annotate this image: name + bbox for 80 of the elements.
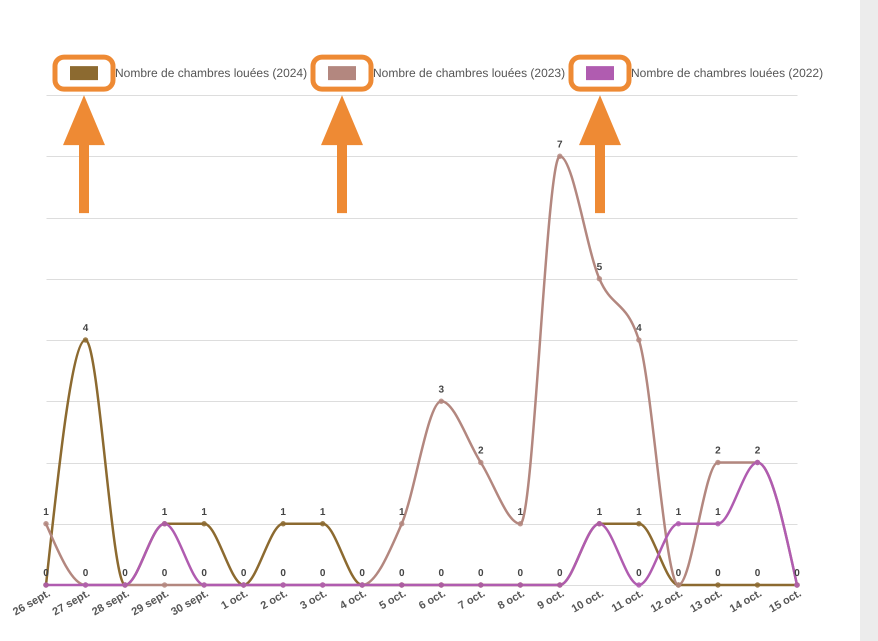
point <box>596 276 602 282</box>
data-label: 0 <box>320 568 326 579</box>
data-label: 1 <box>320 506 326 518</box>
x-tick-label: 4 oct. <box>338 588 369 612</box>
data-label: 0 <box>359 568 366 579</box>
point <box>636 337 642 343</box>
data-label: 0 <box>240 568 247 579</box>
x-tick-label: 7 oct. <box>456 588 488 612</box>
data-label: 0 <box>43 568 50 579</box>
data-label: 0 <box>82 568 89 579</box>
data-label: 2 <box>715 446 722 456</box>
legend-label: Nombre de chambres louées (2024) <box>115 66 308 80</box>
point <box>280 521 286 526</box>
legend-label: Nombre de chambres louées (2022) <box>631 66 824 80</box>
data-label: 7 <box>557 139 564 150</box>
x-tick-label: 27 sept. <box>50 588 92 618</box>
point <box>478 460 484 466</box>
data-label: 1 <box>636 506 642 518</box>
x-tick-label: 15 oct. <box>767 588 804 616</box>
x-tick-label: 2 oct. <box>258 588 290 612</box>
data-label: 4 <box>636 323 642 334</box>
point <box>754 582 760 588</box>
data-label: 1 <box>715 506 722 518</box>
x-tick-label: 1 oct. <box>219 588 250 612</box>
x-tick-label: 26 sept. <box>11 588 52 618</box>
data-label: 0 <box>754 568 761 579</box>
data-label: 2 <box>478 446 484 456</box>
data-label: 0 <box>676 568 682 579</box>
data-label: 1 <box>676 506 682 518</box>
x-tick-label: 12 oct. <box>648 588 685 616</box>
x-tick-label: 11 oct. <box>610 588 646 616</box>
data-label: 0 <box>636 568 642 579</box>
data-label: 1 <box>518 506 524 518</box>
legend-label: Nombre de chambres louées (2023) <box>373 66 566 80</box>
point <box>676 521 682 526</box>
data-label: 3 <box>438 384 444 396</box>
data-label: 1 <box>280 506 286 518</box>
data-label: 1 <box>201 506 208 518</box>
data-label: 0 <box>715 568 722 579</box>
data-label: 0 <box>438 568 444 579</box>
data-label: 0 <box>478 568 484 579</box>
x-tick-label: 14 oct. <box>728 588 764 616</box>
point <box>715 582 721 588</box>
x-tick-label: 13 oct. <box>688 588 724 616</box>
point <box>399 521 404 526</box>
point <box>518 521 524 526</box>
point <box>43 521 49 526</box>
point <box>636 521 642 526</box>
x-tick-label: 28 sept. <box>90 588 132 618</box>
data-label: 1 <box>43 506 50 518</box>
data-label: 1 <box>398 506 405 518</box>
data-label: 5 <box>596 262 603 273</box>
point <box>320 521 326 526</box>
data-label: 0 <box>122 568 128 579</box>
x-tick-label: 3 oct. <box>298 588 330 612</box>
point <box>201 521 207 526</box>
data-label: 0 <box>557 568 564 579</box>
x-tick-label: 30 sept. <box>169 588 211 618</box>
data-label: 1 <box>596 506 603 518</box>
point <box>715 460 721 466</box>
point <box>82 337 88 343</box>
data-label: 4 <box>82 323 89 334</box>
x-tick-label: 10 oct. <box>570 588 606 616</box>
data-label: 0 <box>398 568 405 579</box>
x-tick-label: 9 oct. <box>535 588 566 612</box>
data-label: 2 <box>754 446 761 456</box>
data-label: 1 <box>162 506 168 518</box>
point <box>636 582 642 588</box>
point <box>557 154 563 159</box>
data-label: 0 <box>280 568 286 579</box>
x-tick-label: 5 oct. <box>377 588 408 612</box>
point <box>162 582 168 588</box>
point <box>438 398 444 404</box>
x-tick-label: 29 sept. <box>130 588 172 618</box>
data-label: 0 <box>201 568 208 579</box>
data-label: 0 <box>518 568 524 579</box>
point <box>715 521 721 526</box>
x-tick-label: 6 oct. <box>416 588 448 612</box>
x-tick-label: 8 oct. <box>496 588 527 612</box>
data-label: 0 <box>162 568 168 579</box>
